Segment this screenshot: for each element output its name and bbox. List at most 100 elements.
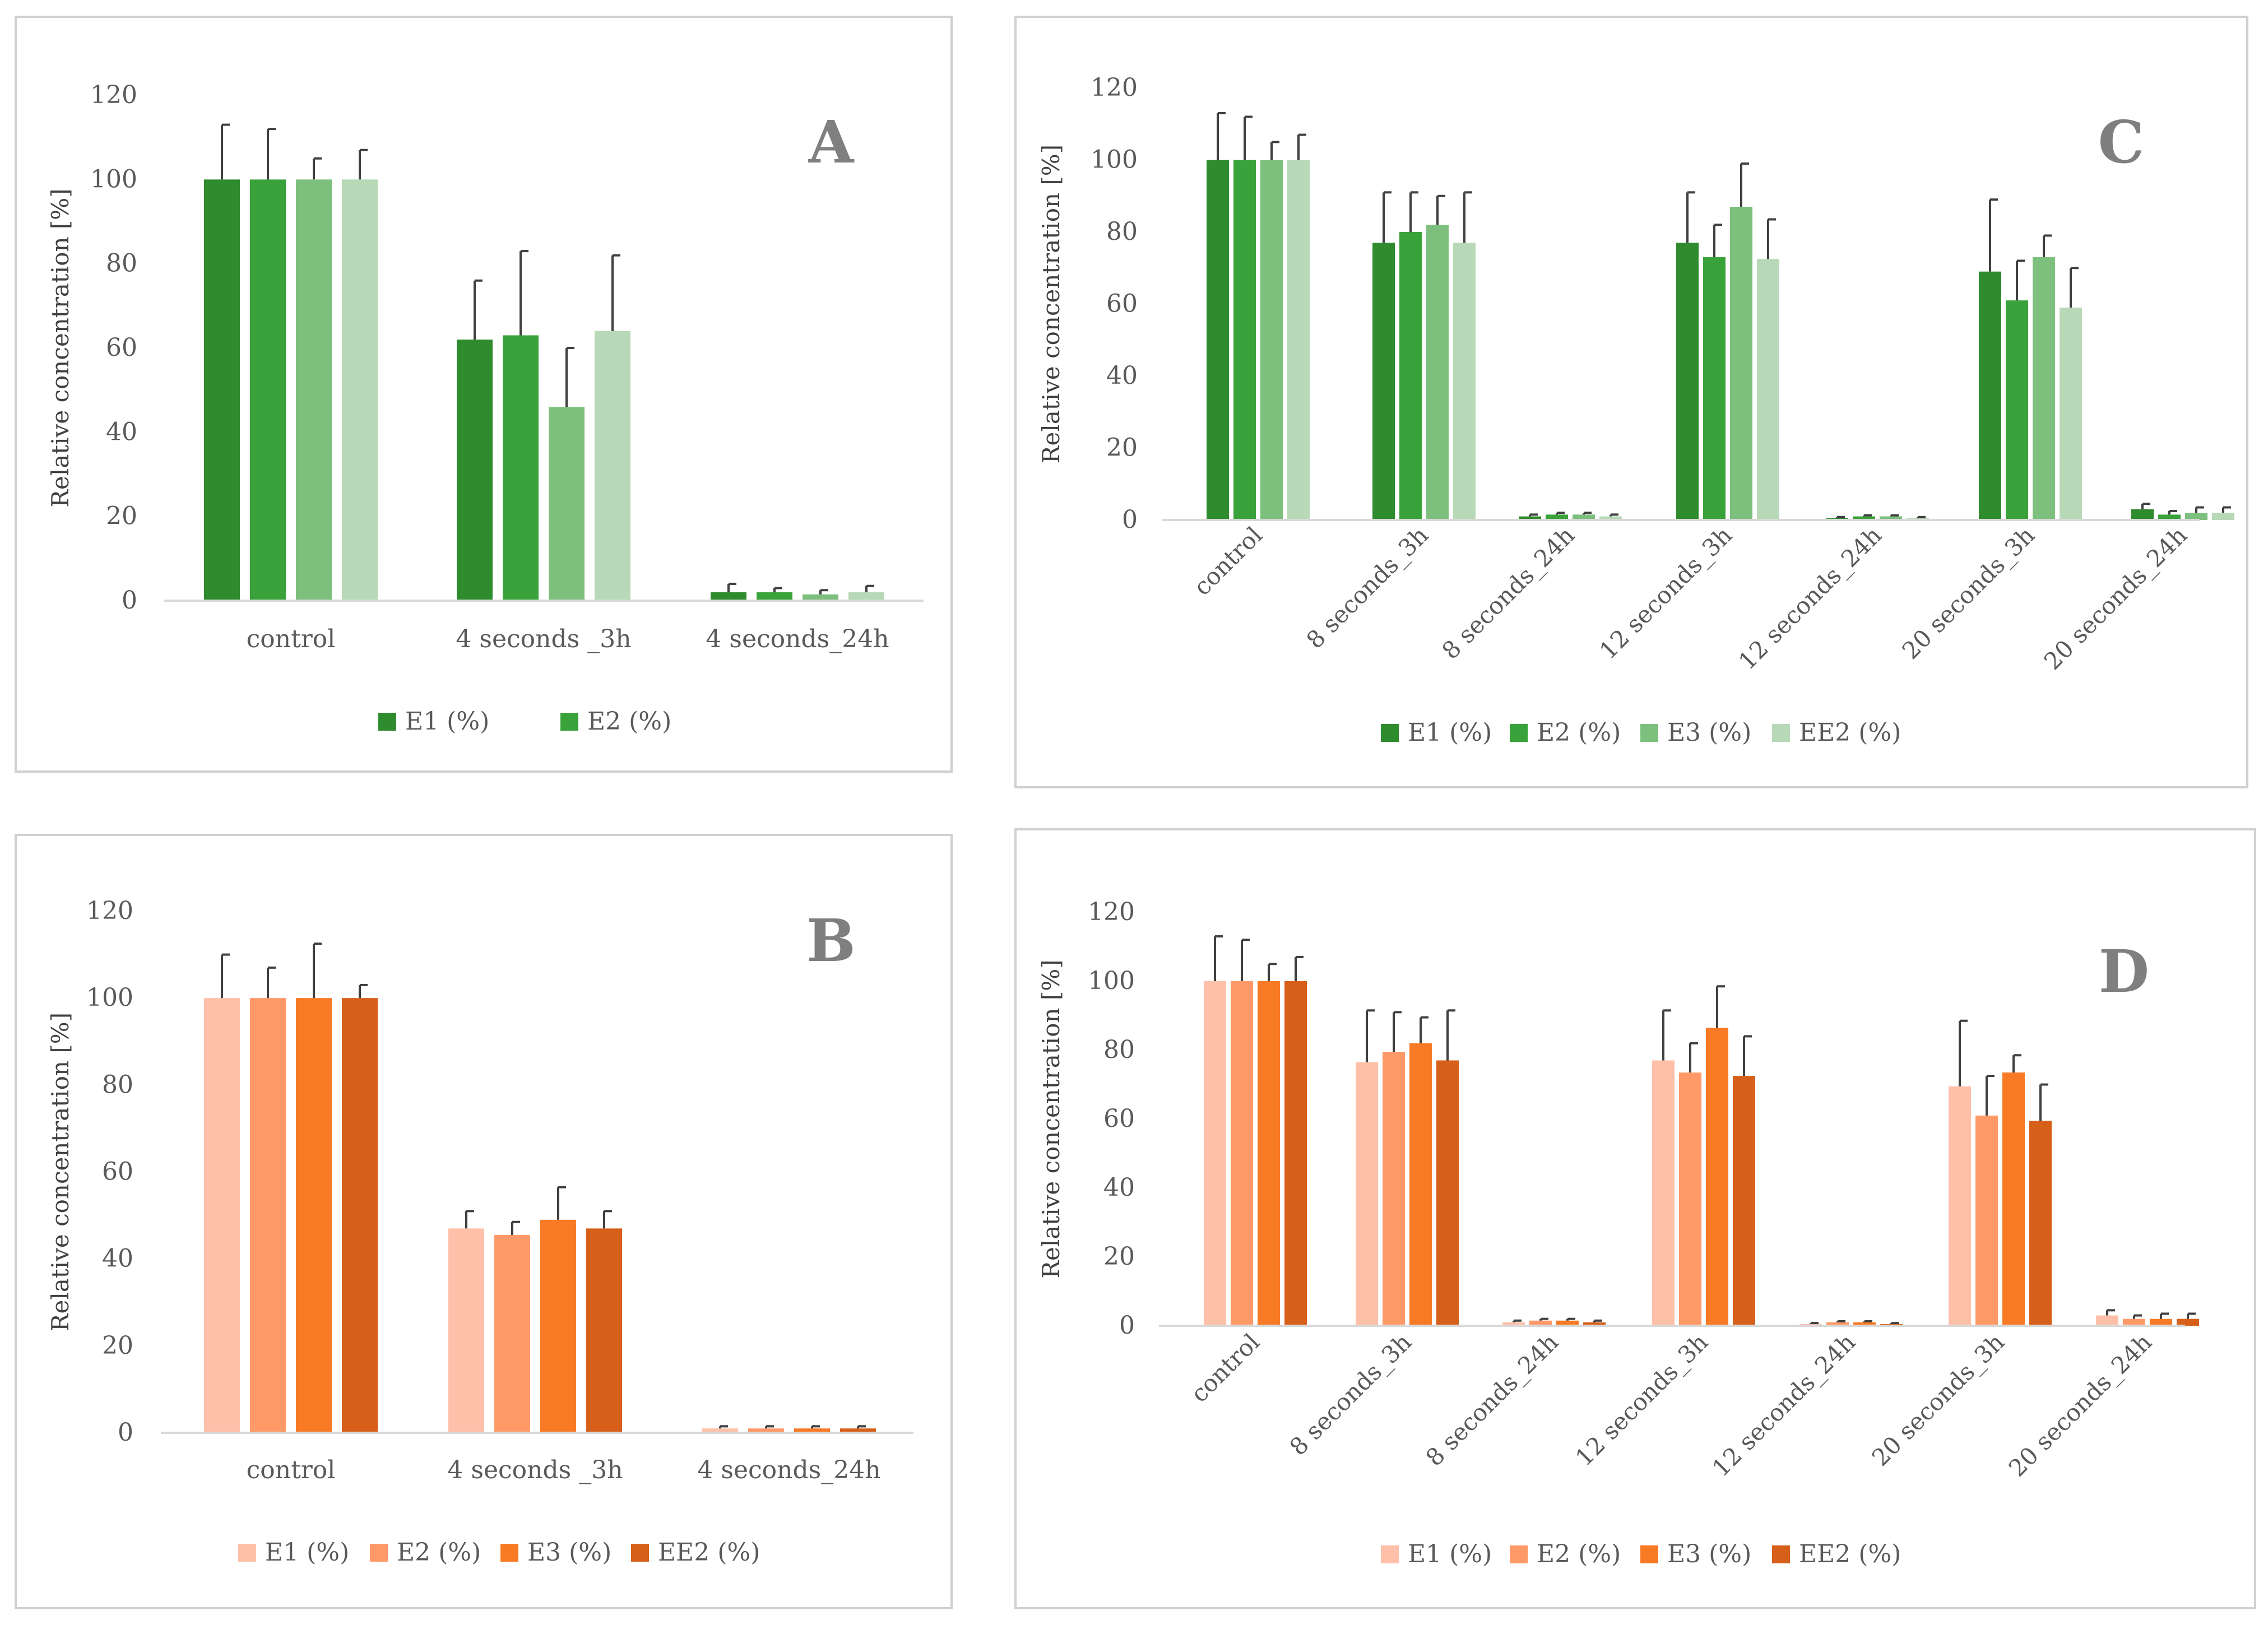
bar [1880, 516, 1902, 520]
bar [457, 339, 493, 601]
bar [2158, 514, 2181, 520]
legend-swatch [1640, 724, 1658, 742]
y-axis-title: Relative concentration [%] [1037, 959, 1065, 1278]
bar [2060, 307, 2082, 520]
chart-panel-c: 0 20 40 60 80 100 120 Relative concentration [%… [1014, 16, 2248, 788]
bar [1529, 1320, 1552, 1326]
legend-swatch [1772, 724, 1790, 742]
bar [595, 331, 630, 601]
bar [1853, 516, 1875, 520]
y-tick-label: 40 [1103, 1173, 1135, 1202]
x-tick-label: 4 seconds_24h [706, 625, 889, 653]
y-tick-label: 60 [102, 1158, 133, 1186]
legend-swatch [500, 1544, 518, 1562]
y-tick-label: 120 [90, 81, 137, 109]
bar [711, 592, 746, 601]
bar [1207, 160, 1229, 520]
bar [840, 1428, 876, 1433]
bar [250, 179, 286, 601]
y-tick-label: 100 [86, 983, 133, 1012]
panel-letter: A [808, 108, 855, 177]
y-tick-label: 80 [106, 249, 137, 278]
bar [1733, 1076, 1755, 1326]
bar [1546, 514, 1568, 520]
bar [1703, 257, 1726, 520]
bar [1258, 981, 1280, 1326]
bar [549, 407, 585, 601]
bar [2150, 1318, 2172, 1326]
x-tick-label: control [247, 1456, 336, 1484]
bar [342, 998, 378, 1433]
legend-swatch [1640, 1545, 1658, 1563]
panel-border [1014, 828, 2256, 1609]
bar [1826, 1322, 1849, 1326]
bar [1730, 207, 1752, 520]
y-tick-label: 80 [1106, 217, 1138, 246]
bar [296, 179, 332, 601]
legend-swatch [1772, 1545, 1790, 1563]
bar [1260, 160, 1283, 520]
legend-swatch [1510, 1545, 1528, 1563]
legend-swatch [378, 713, 396, 731]
bar [1679, 1072, 1701, 1326]
bar [586, 1228, 622, 1433]
bar [2185, 513, 2207, 520]
bar [1356, 1062, 1378, 1326]
bar [848, 592, 884, 601]
bar [204, 998, 240, 1433]
bar [2212, 513, 2234, 520]
bar [540, 1219, 576, 1433]
legend-swatch [1381, 724, 1399, 742]
bar [1453, 243, 1476, 520]
bar [2123, 1318, 2145, 1326]
bar [1979, 271, 2001, 520]
bar [1399, 232, 1422, 520]
bar [1676, 243, 1699, 520]
legend-swatch [370, 1544, 388, 1562]
bar [2131, 509, 2154, 520]
panel-letter: B [806, 906, 856, 975]
y-tick-label: 100 [1091, 146, 1138, 174]
bar [1599, 516, 1622, 520]
bar [296, 998, 332, 1433]
y-tick-label: 40 [106, 417, 137, 446]
bar [503, 335, 539, 601]
chart-panel-a: 0 20 40 60 80 100 120 Relative concentration [%… [15, 16, 953, 773]
legend-label: E1 (%) [1408, 1540, 1492, 1568]
bar [1652, 1060, 1675, 1326]
y-tick-label: 20 [1103, 1242, 1135, 1271]
bar [1231, 981, 1253, 1326]
chart-panel-b: 0 20 40 60 80 100 120 Relative concentration [%… [15, 834, 953, 1609]
y-tick-label: 0 [122, 586, 137, 615]
bar [1949, 1086, 1971, 1326]
bar [2177, 1318, 2199, 1326]
chart-panel-d: 0 20 40 60 80 100 120 Relative concentration [%… [1014, 828, 2256, 1609]
y-tick-label: 120 [1088, 898, 1135, 926]
bar [1556, 1320, 1579, 1326]
legend-swatch [238, 1544, 256, 1562]
y-tick-label: 20 [102, 1331, 133, 1360]
y-tick-label: 80 [1103, 1036, 1135, 1064]
legend-label: E3 (%) [1667, 718, 1751, 747]
x-tick-label: 4 seconds _3h [456, 625, 631, 653]
bar [1204, 981, 1226, 1326]
legend-label: E2 (%) [1537, 718, 1621, 747]
y-tick-label: 80 [102, 1070, 133, 1099]
legend-label: E2 (%) [397, 1538, 481, 1567]
bar [1287, 160, 1310, 520]
legend-swatch [1510, 724, 1528, 742]
panel-border [15, 834, 953, 1609]
y-tick-label: 0 [118, 1418, 133, 1447]
bar [1757, 259, 1779, 520]
legend-swatch [631, 1544, 649, 1562]
bar [1706, 1028, 1728, 1326]
legend-label: E1 (%) [1408, 718, 1492, 747]
x-tick-label: control [247, 625, 336, 653]
bar [1383, 1052, 1405, 1326]
bar [1502, 1322, 1525, 1326]
bar [250, 998, 286, 1433]
legend-label: EE2 (%) [658, 1538, 760, 1567]
legend-label: E3 (%) [1667, 1540, 1751, 1568]
legend-swatch [560, 713, 578, 731]
bar [803, 594, 838, 601]
